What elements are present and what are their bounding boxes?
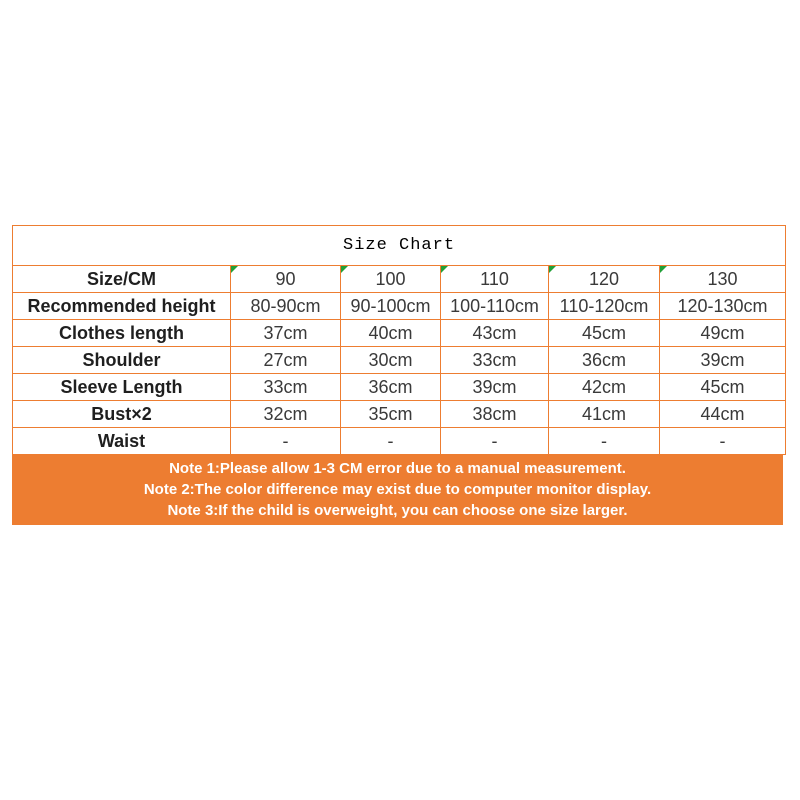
cell-corner-marker bbox=[660, 266, 667, 273]
measurement-value: 33cm bbox=[230, 373, 341, 401]
size-col-header-label: 120 bbox=[588, 268, 620, 289]
size-col-header-label: 110 bbox=[480, 268, 509, 289]
measurement-value: - bbox=[658, 427, 787, 455]
measurement-value: - bbox=[230, 427, 341, 455]
measurement-value: - bbox=[548, 427, 660, 455]
size-chart-table: Size Chart Size/CM 90 100 110 120 130 Re… bbox=[11, 225, 787, 455]
cell-corner-marker bbox=[231, 266, 238, 273]
chart-title: Size Chart bbox=[11, 225, 787, 266]
measurement-value: 49cm bbox=[658, 319, 787, 347]
measurement-value: 38cm bbox=[440, 400, 549, 428]
measurement-label: Bust×2 bbox=[12, 400, 231, 428]
size-col-header-110: 110 bbox=[440, 265, 549, 293]
size-col-header-130: 130 bbox=[658, 265, 787, 293]
title-row: Size Chart bbox=[11, 225, 787, 266]
table-row-recommended-height: Recommended height 80-90cm 90-100cm 100-… bbox=[12, 292, 787, 320]
measurement-value: 27cm bbox=[230, 346, 341, 374]
table-row-bust: Bust×2 32cm 35cm 38cm 41cm 44cm bbox=[12, 400, 787, 428]
header-size-cm: Size/CM bbox=[12, 265, 231, 293]
size-col-header-label: 90 bbox=[275, 268, 296, 289]
measurement-value: 120-130cm bbox=[658, 292, 787, 320]
measurement-value: 32cm bbox=[230, 400, 341, 428]
measurement-value: - bbox=[340, 427, 441, 455]
measurement-value: 36cm bbox=[340, 373, 441, 401]
measurement-value: 44cm bbox=[658, 400, 787, 428]
measurement-value: 37cm bbox=[230, 319, 341, 347]
size-chart: Size Chart Size/CM 90 100 110 120 130 Re… bbox=[11, 225, 787, 525]
table-row-shoulder: Shoulder 27cm 30cm 33cm 36cm 39cm bbox=[12, 346, 787, 374]
measurement-value: 45cm bbox=[548, 319, 660, 347]
notes-banner: Note 1:Please allow 1-3 CM error due to … bbox=[12, 455, 783, 525]
measurement-value: 80-90cm bbox=[230, 292, 341, 320]
cell-corner-marker bbox=[341, 266, 348, 273]
note-line-1: Note 1:Please allow 1-3 CM error due to … bbox=[169, 460, 626, 477]
table-row-clothes-length: Clothes length 37cm 40cm 43cm 45cm 49cm bbox=[12, 319, 787, 347]
measurement-value: 90-100cm bbox=[340, 292, 441, 320]
note-line-2: Note 2:The color difference may exist du… bbox=[143, 481, 652, 498]
measurement-label: Clothes length bbox=[12, 319, 231, 347]
size-col-header-90: 90 bbox=[230, 265, 341, 293]
size-col-header-120: 120 bbox=[548, 265, 660, 293]
measurement-value: 45cm bbox=[658, 373, 787, 401]
header-row: Size/CM 90 100 110 120 130 bbox=[12, 265, 787, 293]
measurement-value: - bbox=[440, 427, 549, 455]
cell-corner-marker bbox=[549, 266, 556, 273]
measurement-value: 33cm bbox=[440, 346, 549, 374]
table-row-waist: Waist - - - - - bbox=[12, 427, 787, 455]
measurement-value: 39cm bbox=[440, 373, 549, 401]
measurement-value: 100-110cm bbox=[440, 292, 549, 320]
table-row-sleeve-length: Sleeve Length 33cm 36cm 39cm 42cm 45cm bbox=[12, 373, 787, 401]
measurement-value: 110-120cm bbox=[548, 292, 660, 320]
measurement-label: Sleeve Length bbox=[12, 373, 231, 401]
measurement-label: Shoulder bbox=[12, 346, 231, 374]
measurement-value: 43cm bbox=[440, 319, 549, 347]
measurement-value: 30cm bbox=[340, 346, 441, 374]
measurement-value: 40cm bbox=[340, 319, 441, 347]
measurement-value: 41cm bbox=[548, 400, 660, 428]
cell-corner-marker bbox=[441, 266, 448, 273]
measurement-value: 35cm bbox=[340, 400, 441, 428]
size-col-header-100: 100 bbox=[340, 265, 441, 293]
measurement-label: Recommended height bbox=[12, 292, 231, 320]
size-col-header-label: 100 bbox=[375, 268, 406, 289]
size-col-header-label: 130 bbox=[707, 268, 738, 289]
measurement-value: 39cm bbox=[658, 346, 787, 374]
measurement-value: 42cm bbox=[548, 373, 660, 401]
note-line-3: Note 3:If the child is overweight, you c… bbox=[167, 502, 628, 519]
measurement-value: 36cm bbox=[548, 346, 660, 374]
measurement-label: Waist bbox=[12, 427, 231, 455]
